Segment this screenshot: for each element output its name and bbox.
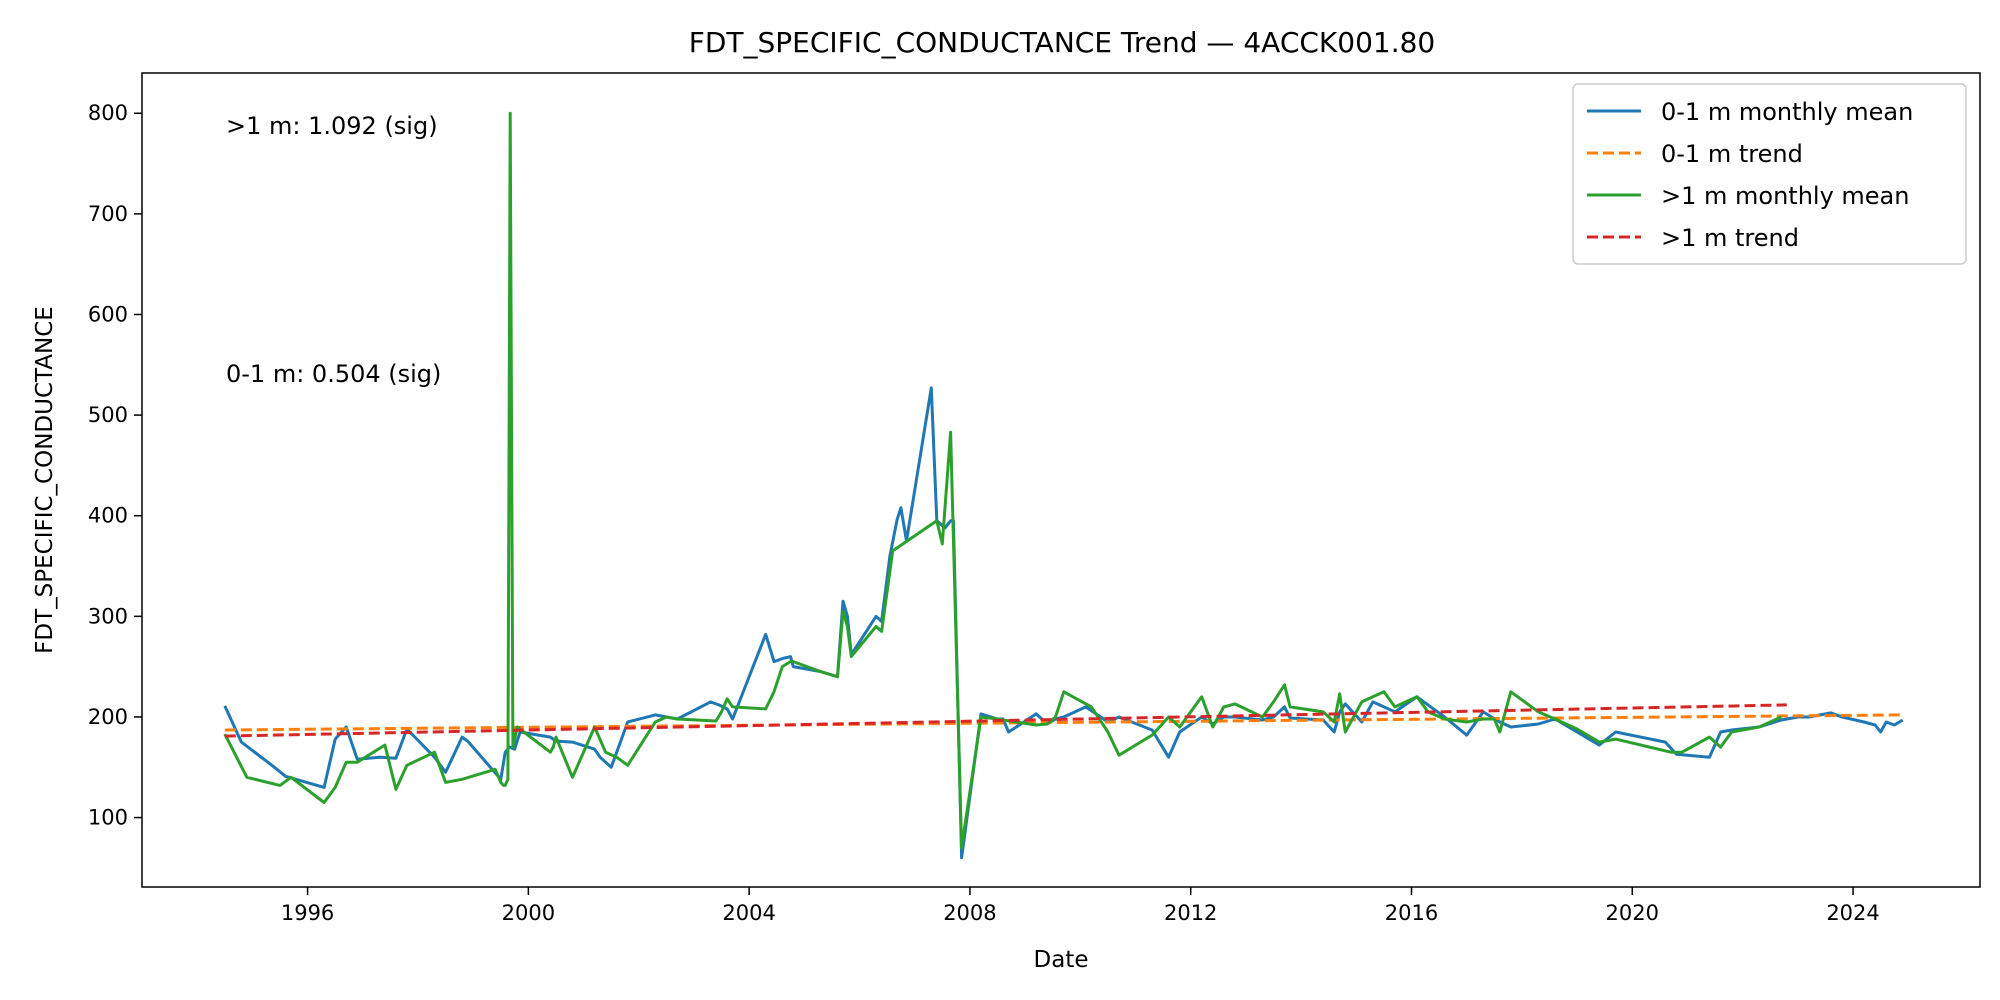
annotation-0-1m-slope: 0-1 m: 0.504 (sig) [226,360,441,388]
x-tick-label: 2008 [943,901,996,925]
series-line-3 [224,703,1787,738]
y-tick-label: 800 [88,101,128,125]
x-axis-title: Date [1034,947,1089,973]
x-tick-label: 2024 [1826,901,1879,925]
y-tick-label: 200 [88,705,128,729]
x-tick-label: 2000 [502,901,555,925]
plot-area [223,111,1904,860]
y-tick-label: 700 [88,202,128,226]
series-line-2 [223,111,1782,850]
y-axis: 100 200 300 400 500 600 700 800 [88,101,142,830]
x-tick-label: 2012 [1164,901,1217,925]
series-line-1 [224,713,1903,732]
x-axis: 1996 2000 2004 2008 2012 2016 2020 2024 [281,887,1880,925]
x-tick-label: 2020 [1606,901,1659,925]
y-tick-label: 600 [88,302,128,326]
chart-title: FDT_SPECIFIC_CONDUCTANCE Trend — 4ACCK00… [689,26,1436,59]
plot-frame [141,72,1981,888]
x-tick-label: 1996 [281,901,334,925]
y-tick-label: 400 [88,504,128,528]
x-tick-label: 2004 [722,901,775,925]
annotation-gt1m-slope: >1 m: 1.092 (sig) [226,112,438,140]
y-tick-label: 500 [88,403,128,427]
y-tick-label: 100 [88,806,128,830]
legend-label-1: 0-1 m trend [1661,140,1803,168]
legend-label-0: 0-1 m monthly mean [1661,98,1913,126]
legend-label-3: >1 m trend [1661,224,1799,252]
y-axis-title: FDT_SPECIFIC_CONDUCTANCE [32,306,58,654]
y-tick-label: 300 [88,604,128,628]
legend: 0-1 m monthly mean 0-1 m trend >1 m monthl… [1572,83,1967,265]
x-tick-label: 2016 [1385,901,1438,925]
legend-label-2: >1 m monthly mean [1661,182,1909,210]
legend-box [1572,83,1967,265]
